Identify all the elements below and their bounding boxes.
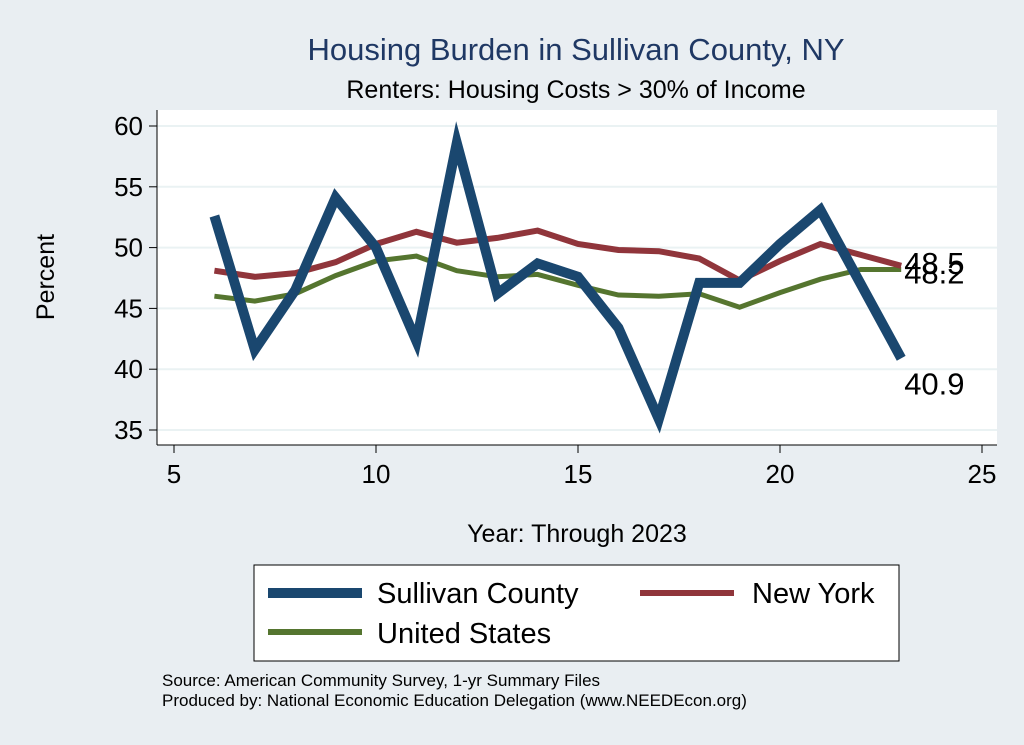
y-axis-title: Percent (32, 234, 60, 320)
legend-item-new-york: New York (640, 578, 875, 610)
legend-box (253, 564, 900, 662)
x-tick-label: 15 (564, 459, 593, 489)
x-tick-label: 10 (362, 459, 391, 489)
x-tick-label: 5 (167, 459, 181, 489)
series-lines (209, 121, 906, 434)
y-tick-label: 35 (114, 415, 143, 445)
series-line-united-states (214, 253, 902, 310)
producer-note: Produced by: National Economic Education… (162, 691, 747, 710)
legend-label-united-states: United States (377, 618, 551, 650)
legend-item-sullivan-county: Sullivan County (268, 578, 579, 610)
end-label-united-states: 48.2 (904, 255, 964, 290)
series-line-sullivan-county (209, 121, 906, 434)
y-tick-label: 55 (114, 172, 143, 202)
y-tick-label: 45 (114, 293, 143, 323)
x-tick-label: 20 (766, 459, 795, 489)
y-tick-label: 50 (114, 233, 143, 263)
source-note: Source: American Community Survey, 1-yr … (162, 671, 600, 690)
y-tick-label: 40 (114, 354, 143, 384)
legend-label-sullivan-county: Sullivan County (377, 578, 579, 610)
end-label-new-york: 48.5 (904, 246, 964, 281)
x-tick-label: 25 (968, 459, 997, 489)
x-ticks: 5 10 15 20 25 (167, 445, 997, 489)
y-ticks: 35 40 45 50 55 60 (114, 111, 157, 445)
grid (157, 125, 997, 431)
chart-title: Housing Burden in Sullivan County, NY (307, 32, 844, 67)
end-labels: 40.9 48.548.2 (904, 246, 964, 401)
legend-label-new-york: New York (752, 578, 875, 610)
end-label-sullivan-county: 40.9 (904, 366, 964, 401)
legend-item-united-states: United States (268, 618, 551, 650)
x-axis-title: Year: Through 2023 (467, 520, 687, 548)
series-line-new-york (213, 227, 902, 284)
y-tick-label: 60 (114, 111, 143, 141)
chart-subtitle: Renters: Housing Costs > 30% of Income (346, 76, 805, 104)
